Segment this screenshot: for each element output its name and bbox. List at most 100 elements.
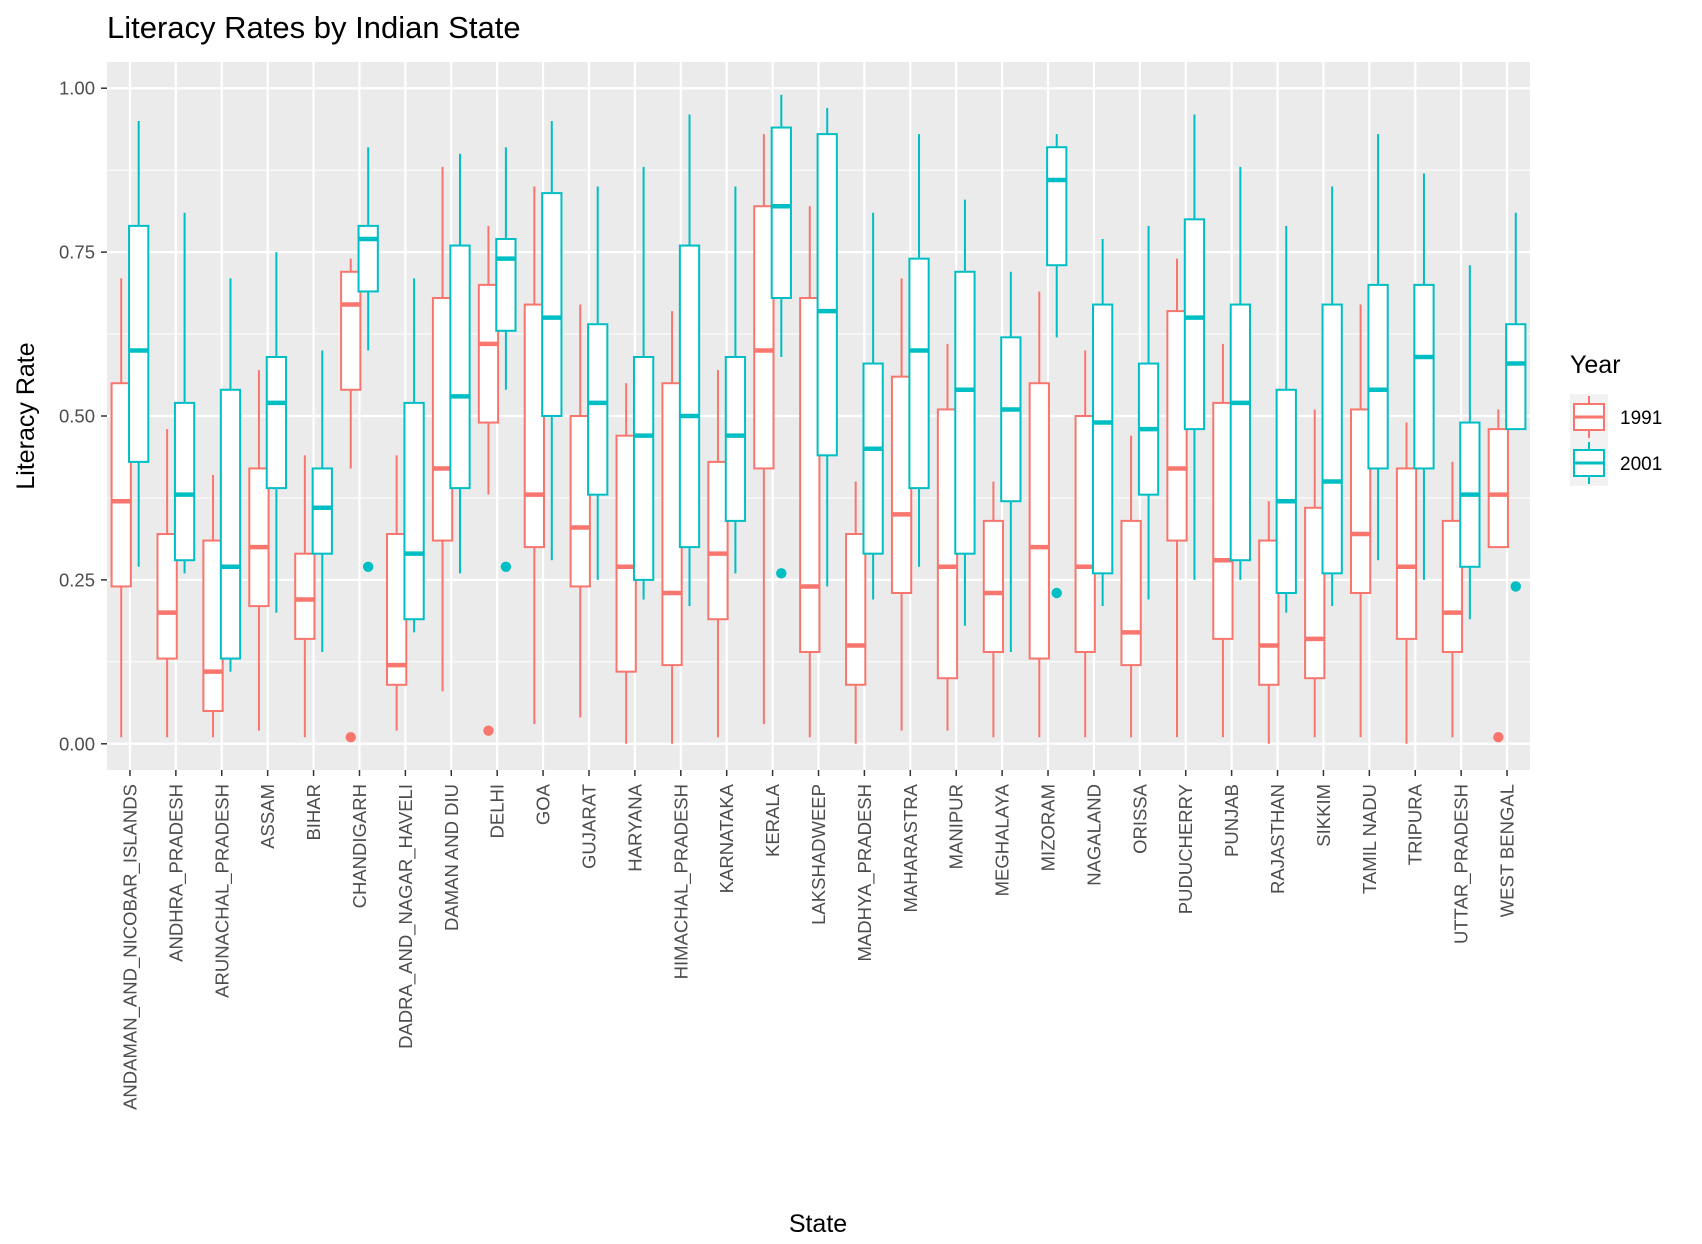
box-2001 (816, 107, 838, 587)
box-body (845, 533, 867, 686)
outlier-point (483, 725, 494, 736)
box-2001 (908, 134, 930, 567)
box-body (294, 552, 316, 640)
box-1991 (523, 186, 545, 725)
box-2001 (1137, 225, 1160, 600)
x-axis: ANDAMAN_AND_NICOBAR_ISLANDS ANDHRA_PRADES… (119, 770, 1518, 1110)
x-tick-label: HIMACHAL_PRADESH (670, 784, 692, 979)
box-body (1074, 415, 1096, 653)
box-2001 (541, 121, 563, 561)
box-body (1275, 388, 1297, 594)
x-tick-label: MANIPUR (946, 784, 967, 869)
box-2001 (128, 121, 150, 567)
box-1991 (156, 429, 178, 738)
box-1991 (294, 455, 316, 738)
y-tick-label: 0.00 (59, 733, 95, 754)
x-tick-label: CHANDIGARH (349, 784, 370, 908)
x-tick-label: GUJARAT (578, 784, 599, 869)
x-tick-label: ARUNACHAL_PRADESH (211, 784, 233, 998)
box-body (1395, 467, 1418, 640)
y-tick-label: 1.00 (59, 78, 95, 99)
box-2001 (357, 147, 379, 572)
x-tick-label: ANDHRA_PRADESH (165, 784, 187, 962)
x-tick-label: TRIPURA (1405, 783, 1426, 865)
box-body (1487, 428, 1509, 549)
box-2001 (1229, 166, 1251, 580)
box-2001 (449, 153, 471, 574)
box-2001 (173, 212, 196, 574)
outlier-point (776, 568, 787, 579)
box-1991 (1028, 291, 1050, 738)
chart-title: Literacy Rates by Indian State (107, 10, 521, 45)
box-1991 (110, 278, 132, 738)
x-tick-label: ORISSA (1129, 783, 1150, 854)
x-tick-label: DELHI (487, 784, 508, 839)
box-body (1028, 382, 1050, 660)
box-body (1349, 408, 1372, 595)
x-tick-label: SIKKIM (1313, 784, 1334, 847)
box-body (982, 519, 1005, 654)
box-1991 (1304, 409, 1326, 738)
box-1991 (753, 134, 775, 725)
box-1991 (1395, 422, 1418, 744)
box-body (431, 297, 454, 542)
box-body (523, 303, 545, 549)
box-body (1505, 323, 1527, 431)
x-tick-label: ASSAM (257, 784, 278, 849)
box-2001 (632, 166, 655, 600)
y-tick-label: 0.25 (59, 569, 95, 590)
box-2001 (1092, 239, 1114, 607)
box-body (1441, 519, 1464, 654)
box-2001 (403, 278, 425, 633)
box-body (128, 224, 150, 463)
box-body (1166, 310, 1188, 542)
y-tick-label: 0.50 (59, 406, 95, 427)
outlier-point (1493, 732, 1504, 743)
box-body (770, 126, 792, 299)
box-body (173, 401, 196, 562)
box-2001 (1275, 225, 1297, 613)
box-body (202, 539, 224, 712)
x-tick-label: RAJASTHAN (1267, 784, 1288, 894)
x-tick-label: PUNJAB (1221, 784, 1242, 857)
x-tick-label: LAKSHADWEEP (808, 784, 829, 925)
box-body (156, 533, 178, 660)
box-1991 (1258, 501, 1280, 744)
box-2001 (1459, 265, 1481, 620)
legend-key-2001: 2001 (1570, 440, 1662, 486)
x-tick-label: KERALA (762, 783, 783, 857)
x-tick-label: MIZORAM (1038, 784, 1059, 871)
x-tick-label: ANDAMAN_AND_NICOBAR_ISLANDS (119, 784, 141, 1110)
box-body (587, 323, 609, 496)
box-body (678, 244, 701, 549)
box-2001 (770, 94, 792, 579)
x-tick-label: HARYANA (624, 783, 645, 871)
x-tick-label: MADHYA_PRADESH (854, 784, 876, 962)
legend-title: Year (1570, 351, 1621, 379)
box-body (449, 244, 471, 490)
box-body (1304, 506, 1326, 680)
y-axis-title: Literacy Rate (12, 342, 40, 489)
box-body (908, 257, 930, 490)
box-body (541, 192, 563, 417)
outlier-point (345, 732, 356, 743)
box-body (661, 382, 683, 667)
box-2001 (265, 252, 288, 613)
box-1991 (1487, 409, 1509, 743)
box-body (357, 224, 379, 293)
box-body (890, 375, 913, 594)
box-1991 (248, 370, 270, 731)
x-tick-label: PUDUCHERRY (1175, 784, 1196, 914)
box-body (753, 205, 775, 470)
outlier-point (1510, 581, 1521, 592)
box-body (495, 238, 517, 332)
legend: Year 1991 2001 (1570, 351, 1662, 486)
box-body (265, 356, 288, 490)
box-body (862, 362, 884, 555)
box-body (1183, 218, 1206, 431)
x-tick-label: GOA (533, 783, 554, 825)
box-body (954, 270, 976, 555)
x-tick-label: DADRA_AND_NAGAR_HAVELI (395, 784, 417, 1049)
box-1991 (1349, 304, 1372, 738)
box-2001 (219, 278, 242, 672)
